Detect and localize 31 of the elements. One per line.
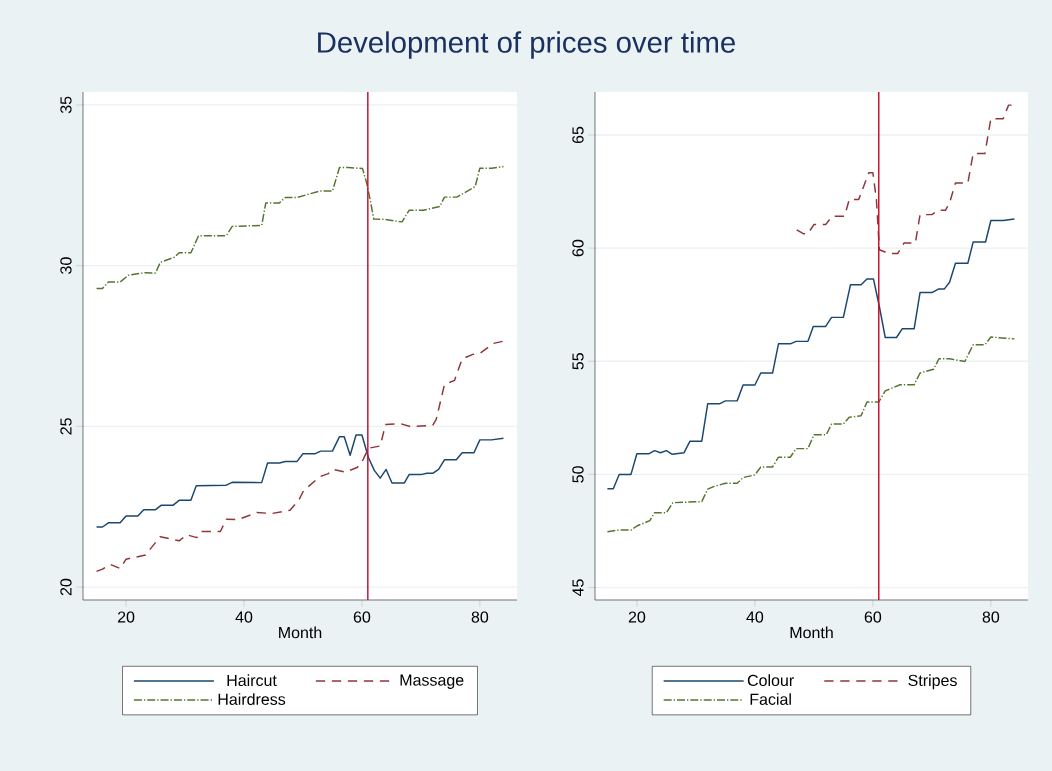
legend-label: Massage [400, 674, 464, 689]
y-tick-label: 65 [572, 126, 584, 144]
y-tick-label: 25 [60, 418, 72, 435]
y-tick-label: 45 [572, 579, 584, 597]
legend-label: Hairdress [218, 693, 286, 705]
x-tick-label: 80 [982, 611, 1000, 623]
line-series [95, 340, 505, 573]
x-tick-label: 60 [864, 611, 882, 623]
y-tick-label: 20 [60, 578, 72, 596]
y-tick-label: 55 [572, 353, 584, 370]
x-axis-title: Month [279, 626, 322, 639]
legend-label: Haircut [227, 674, 277, 687]
chart-title: Development of prices over time [318, 31, 735, 59]
y-tick-label: 35 [60, 96, 72, 114]
line-series [95, 165, 505, 290]
legend-label: Facial [750, 693, 791, 705]
x-axis-title: Month [790, 626, 833, 639]
line-series [606, 218, 1016, 490]
legend-label: Colour [747, 674, 794, 687]
line-series [95, 434, 505, 528]
y-tick-label: 50 [572, 466, 584, 483]
line-series [606, 336, 1016, 533]
x-tick-label: 60 [353, 611, 371, 623]
x-tick-label: 40 [235, 611, 253, 623]
x-tick-label: 80 [471, 611, 489, 623]
x-tick-label: 40 [746, 611, 764, 623]
x-tick-label: 20 [117, 611, 135, 623]
y-tick-label: 30 [60, 257, 72, 274]
x-tick-label: 20 [628, 611, 646, 623]
legend-label: Stripes [908, 674, 957, 690]
y-tick-label: 60 [572, 239, 584, 257]
